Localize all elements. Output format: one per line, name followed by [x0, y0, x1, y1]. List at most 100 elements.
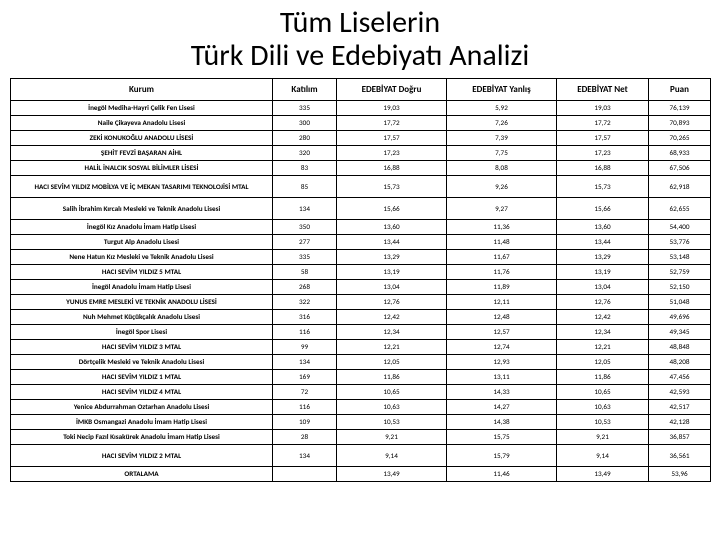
cell-value: 17,57	[337, 131, 447, 146]
cell-value: 10,53	[557, 415, 649, 430]
cell-value: 15,66	[557, 198, 649, 220]
cell-name: HACI SEVİM YILDIZ 4 MTAL	[11, 385, 273, 400]
table-row: HACI SEVİM YILDIZ 1 MTAL16911,8613,1111,…	[11, 370, 711, 385]
cell-name: ZEKİ KONUKOĞLU ANADOLU LİSESİ	[11, 131, 273, 146]
table-row: Naile Çikayeva Anadolu Lisesi30017,727,2…	[11, 116, 711, 131]
cell-value: 9,21	[337, 430, 447, 445]
table-row: ORTALAMA13,4911,4613,4953,96	[11, 467, 711, 482]
cell-value: 109	[273, 415, 337, 430]
cell-value: 14,27	[447, 400, 557, 415]
cell-value: 11,36	[447, 220, 557, 235]
cell-value: 62,655	[649, 198, 711, 220]
cell-value: 10,65	[337, 385, 447, 400]
cell-value: 12,42	[557, 310, 649, 325]
cell-name: İMKB Osmangazi Anadolu İmam Hatip Lisesi	[11, 415, 273, 430]
cell-value: 15,66	[337, 198, 447, 220]
col-katilim: Katılım	[273, 79, 337, 101]
table-row: HACI SEVİM YILDIZ 2 MTAL1349,1415,799,14…	[11, 445, 711, 467]
cell-name: ŞEHİT FEVZİ BAŞARAN AİHL	[11, 146, 273, 161]
cell-name: Dörtçelik Mesleki ve Teknik Anadolu Lise…	[11, 355, 273, 370]
title-line-2: Türk Dili ve Edebiyatı Analizi	[191, 37, 530, 74]
col-yanlis: EDEBİYAT Yanlış	[447, 79, 557, 101]
cell-value: 7,39	[447, 131, 557, 146]
analysis-table: Kurum Katılım EDEBİYAT Doğru EDEBİYAT Ya…	[10, 78, 711, 482]
cell-value: 116	[273, 325, 337, 340]
table-row: İnegöl Mediha-Hayri Çelik Fen Lisesi3351…	[11, 101, 711, 116]
cell-value: 13,60	[557, 220, 649, 235]
cell-value: 12,48	[447, 310, 557, 325]
cell-value: 36,561	[649, 445, 711, 467]
cell-value: 268	[273, 280, 337, 295]
col-net: EDEBİYAT Net	[557, 79, 649, 101]
col-puan: Puan	[649, 79, 711, 101]
cell-value: 68,933	[649, 146, 711, 161]
cell-value: 12,21	[557, 340, 649, 355]
cell-value: 134	[273, 355, 337, 370]
cell-value: 10,63	[557, 400, 649, 415]
col-kurum: Kurum	[11, 79, 273, 101]
cell-value: 13,29	[557, 250, 649, 265]
table-row: Dörtçelik Mesleki ve Teknik Anadolu Lise…	[11, 355, 711, 370]
cell-name: YUNUS EMRE MESLEKİ VE TEKNİK ANADOLU LİS…	[11, 295, 273, 310]
table-row: Nene Hatun Kız Mesleki ve Teknik Anadolu…	[11, 250, 711, 265]
cell-name: Turgut Alp Anadolu Lisesi	[11, 235, 273, 250]
table-row: İMKB Osmangazi Anadolu İmam Hatip Lisesi…	[11, 415, 711, 430]
cell-value: 12,34	[337, 325, 447, 340]
cell-value: 13,04	[557, 280, 649, 295]
cell-value: 17,23	[557, 146, 649, 161]
cell-value: 11,67	[447, 250, 557, 265]
cell-name: HACI SEVİM YILDIZ 5 MTAL	[11, 265, 273, 280]
cell-value: 134	[273, 445, 337, 467]
table-row: HALİL İNALCIK SOSYAL BİLİMLER LİSESİ8316…	[11, 161, 711, 176]
cell-value: 13,11	[447, 370, 557, 385]
cell-value: 11,86	[337, 370, 447, 385]
table-row: Salih İbrahim Kırcalı Mesleki ve Teknik …	[11, 198, 711, 220]
table-container: Kurum Katılım EDEBİYAT Doğru EDEBİYAT Ya…	[10, 78, 710, 482]
cell-value: 322	[273, 295, 337, 310]
cell-value: 54,400	[649, 220, 711, 235]
cell-value: 12,21	[337, 340, 447, 355]
table-row: Turgut Alp Anadolu Lisesi27713,4411,4813…	[11, 235, 711, 250]
cell-value: 14,38	[447, 415, 557, 430]
table-row: HACI SEVİM YILDIZ 3 MTAL9912,2112,7412,2…	[11, 340, 711, 355]
cell-value: 316	[273, 310, 337, 325]
page-title: Tüm Liselerin Türk Dili ve Edebiyatı Ana…	[191, 6, 530, 72]
cell-name: İnegöl Spor Lisesi	[11, 325, 273, 340]
cell-name: İnegöl Anadolu İmam Hatip Lisesi	[11, 280, 273, 295]
table-row: ŞEHİT FEVZİ BAŞARAN AİHL32017,237,7517,2…	[11, 146, 711, 161]
cell-value: 300	[273, 116, 337, 131]
cell-value: 13,19	[337, 265, 447, 280]
cell-value: 15,79	[447, 445, 557, 467]
cell-value: 85	[273, 176, 337, 198]
cell-value: 48,848	[649, 340, 711, 355]
cell-value: 5,92	[447, 101, 557, 116]
cell-value: 277	[273, 235, 337, 250]
cell-name: HACI SEVİM YILDIZ MOBİLYA VE İÇ MEKAN TA…	[11, 176, 273, 198]
cell-value: 13,04	[337, 280, 447, 295]
cell-value: 12,05	[557, 355, 649, 370]
cell-value: 11,46	[447, 467, 557, 482]
cell-name: HALİL İNALCIK SOSYAL BİLİMLER LİSESİ	[11, 161, 273, 176]
cell-value	[273, 467, 337, 482]
cell-value: 51,048	[649, 295, 711, 310]
cell-value: 13,49	[557, 467, 649, 482]
cell-value: 280	[273, 131, 337, 146]
col-dogru: EDEBİYAT Doğru	[337, 79, 447, 101]
cell-value: 12,93	[447, 355, 557, 370]
cell-value: 53,96	[649, 467, 711, 482]
cell-name: HACI SEVİM YILDIZ 2 MTAL	[11, 445, 273, 467]
cell-value: 9,26	[447, 176, 557, 198]
cell-value: 7,26	[447, 116, 557, 131]
cell-value: 53,776	[649, 235, 711, 250]
cell-value: 16,88	[557, 161, 649, 176]
cell-value: 12,74	[447, 340, 557, 355]
cell-value: 320	[273, 146, 337, 161]
cell-value: 49,345	[649, 325, 711, 340]
cell-value: 13,19	[557, 265, 649, 280]
cell-value: 335	[273, 250, 337, 265]
cell-value: 10,65	[557, 385, 649, 400]
title-line-1: Tüm Liselerin	[280, 4, 440, 41]
cell-value: 70,893	[649, 116, 711, 131]
cell-value: 12,57	[447, 325, 557, 340]
cell-value: 76,139	[649, 101, 711, 116]
